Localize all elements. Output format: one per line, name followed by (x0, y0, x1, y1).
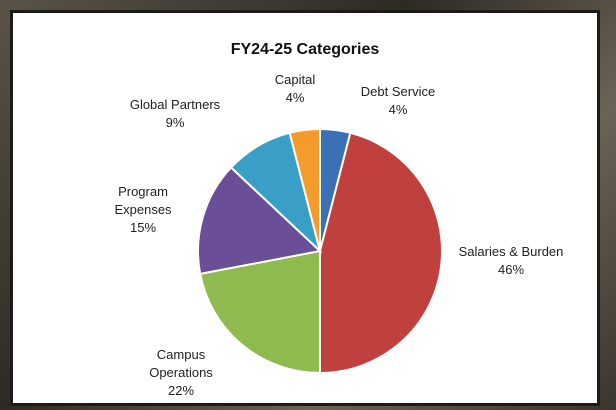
slice-value-label: 15% (129, 220, 157, 235)
slice-label: Debt Service (360, 84, 436, 99)
slice-label: Program Expenses (114, 184, 172, 217)
slice-value-label: 22% (167, 383, 195, 398)
slice-value-label: 4% (388, 102, 408, 117)
pie-slice (198, 249, 321, 375)
slice-label: Global Partners (129, 97, 221, 112)
pie-slice (288, 127, 321, 252)
slice-value-label: 9% (165, 115, 185, 130)
slice-value-label: 46% (497, 262, 525, 277)
chart-title: FY24-25 Categories (230, 41, 380, 58)
chart-panel: FY24-25 Categories Debt Service 4% Salarie… (10, 10, 600, 406)
slice-label: Salaries & Burden (458, 244, 564, 259)
slice-label: Campus Operations (149, 347, 213, 380)
slice-label: Capital (274, 72, 316, 87)
pie-slice (319, 131, 443, 375)
slice-value-label: 4% (285, 90, 305, 105)
pie-chart (197, 127, 443, 375)
pie-slice (197, 166, 323, 276)
